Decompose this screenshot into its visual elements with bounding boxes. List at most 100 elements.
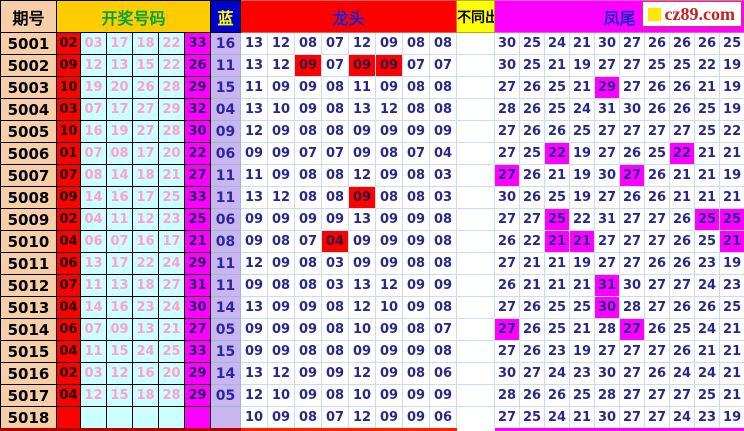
dragon-head-cell: 08 xyxy=(430,297,457,319)
dragon-head-cell: 07 xyxy=(322,143,349,165)
dragon-head-cell: 09 xyxy=(268,297,295,319)
lottery-number-cell: 18 xyxy=(133,275,159,297)
phoenix-tail-cell: 21 xyxy=(570,407,595,430)
lottery-number-cell: 29 xyxy=(185,77,211,99)
dragon-head-cell: 07 xyxy=(430,55,457,77)
dragon-head-cell: 07 xyxy=(295,231,322,253)
dragon-head-cell: 08 xyxy=(376,187,403,209)
dragon-head-cell: 08 xyxy=(403,165,430,187)
logo-square-icon xyxy=(648,8,661,21)
lottery-number-cell: 31 xyxy=(185,275,211,297)
lottery-number-cell: 27 xyxy=(185,165,211,187)
phoenix-tail-cell: 23 xyxy=(545,341,570,363)
phoenix-tail-cell: 21 xyxy=(545,165,570,187)
phoenix-tail-cell: 25 xyxy=(520,33,545,55)
phoenix-tail-cell: 21 xyxy=(545,253,570,275)
phoenix-tail-cell: 25 xyxy=(695,209,720,231)
dragon-head-cell: 09 xyxy=(241,341,268,363)
dragon-head-cell: 04 xyxy=(430,143,457,165)
dragon-head-cell: 13 xyxy=(241,297,268,319)
site-logo[interactable]: cz89.com xyxy=(642,1,742,27)
dragon-head-cell: 07 xyxy=(295,143,322,165)
phoenix-tail-cell: 26 xyxy=(695,297,720,319)
dragon-head-cell: 12 xyxy=(349,33,376,55)
dragon-head-cell: 09 xyxy=(376,209,403,231)
lottery-number-cell: 23 xyxy=(133,297,159,319)
phoenix-tail-cell: 22 xyxy=(720,121,744,143)
phoenix-tail-cell: 21 xyxy=(695,187,720,209)
phoenix-tail-cell: 25 xyxy=(545,319,570,341)
lottery-number-cell: 23 xyxy=(159,209,185,231)
phoenix-tail-cell: 27 xyxy=(595,253,620,275)
phoenix-tail-cell: 26 xyxy=(670,209,695,231)
lottery-number-cell: 22 xyxy=(159,33,185,55)
phoenix-tail-cell: 21 xyxy=(720,187,744,209)
dragon-head-cell: 08 xyxy=(430,231,457,253)
lottery-number-cell: 22 xyxy=(133,253,159,275)
dragon-head-cell: 08 xyxy=(322,165,349,187)
dragon-head-cell: 09 xyxy=(295,385,322,407)
dragon-head-cell: 09 xyxy=(349,231,376,253)
phoenix-tail-cell: 30 xyxy=(595,297,620,319)
dragon-head-cell: 09 xyxy=(241,231,268,253)
dragon-head-cell: 09 xyxy=(268,121,295,143)
phoenix-tail-cell: 27 xyxy=(620,407,645,430)
dragon-head-cell: 09 xyxy=(268,319,295,341)
dragon-head-cell: 13 xyxy=(241,363,268,385)
blue-ball-cell: 08 xyxy=(211,231,241,253)
lottery-number-cell: 27 xyxy=(185,319,211,341)
phoenix-tail-cell: 24 xyxy=(695,275,720,297)
phoenix-tail-cell: 21 xyxy=(720,143,744,165)
dragon-head-cell: 09 xyxy=(241,209,268,231)
lottery-number-cell: 24 xyxy=(159,253,185,275)
dragon-head-cell: 13 xyxy=(349,275,376,297)
lottery-number-cell: 19 xyxy=(107,121,133,143)
phoenix-tail-cell: 22 xyxy=(520,231,545,253)
dragon-head-cell: 08 xyxy=(268,231,295,253)
phoenix-tail-cell: 28 xyxy=(595,319,620,341)
phoenix-tail-cell: 25 xyxy=(695,385,720,407)
phoenix-tail-cell: 30 xyxy=(595,33,620,55)
phoenix-tail-cell: 29 xyxy=(595,77,620,99)
lottery-number-cell xyxy=(81,407,107,430)
phoenix-tail-cell: 27 xyxy=(520,209,545,231)
phoenix-tail-cell: 27 xyxy=(620,55,645,77)
phoenix-tail-cell: 19 xyxy=(720,77,744,99)
phoenix-tail-cell: 21 xyxy=(545,275,570,297)
diff-cell xyxy=(457,297,495,319)
phoenix-tail-cell: 21 xyxy=(545,231,570,253)
blue-ball-cell: 05 xyxy=(211,319,241,341)
lottery-number-cell: 02 xyxy=(57,363,81,385)
lottery-number-cell: 13 xyxy=(107,275,133,297)
lottery-number-cell: 08 xyxy=(81,165,107,187)
dragon-head-cell: 08 xyxy=(295,33,322,55)
phoenix-tail-cell: 19 xyxy=(570,341,595,363)
phoenix-tail-cell: 24 xyxy=(695,363,720,385)
lottery-number-cell: 14 xyxy=(81,297,107,319)
blue-ball-cell: 15 xyxy=(211,341,241,363)
dragon-head-cell: 08 xyxy=(403,99,430,121)
phoenix-tail-cell: 26 xyxy=(645,363,670,385)
dragon-head-cell: 09 xyxy=(295,297,322,319)
phoenix-tail-cell: 27 xyxy=(620,165,645,187)
dragon-head-cell: 08 xyxy=(430,209,457,231)
dragon-head-cell: 09 xyxy=(268,77,295,99)
lottery-number-cell: 07 xyxy=(57,275,81,297)
period-cell: 5014 xyxy=(1,319,57,341)
dragon-head-cell: 08 xyxy=(403,363,430,385)
dragon-head-cell: 09 xyxy=(403,341,430,363)
dragon-head-cell: 09 xyxy=(376,407,403,430)
dragon-head-cell: 08 xyxy=(322,319,349,341)
diff-cell xyxy=(457,55,495,77)
phoenix-tail-cell: 26 xyxy=(520,341,545,363)
dragon-head-cell: 12 xyxy=(241,253,268,275)
lottery-number-cell: 13 xyxy=(81,253,107,275)
lottery-number-cell: 30 xyxy=(185,297,211,319)
dragon-head-cell: 09 xyxy=(268,341,295,363)
lottery-number-cell: 11 xyxy=(81,275,107,297)
phoenix-tail-cell: 23 xyxy=(695,253,720,275)
dragon-head-cell: 09 xyxy=(241,275,268,297)
dragon-head-cell: 08 xyxy=(268,275,295,297)
